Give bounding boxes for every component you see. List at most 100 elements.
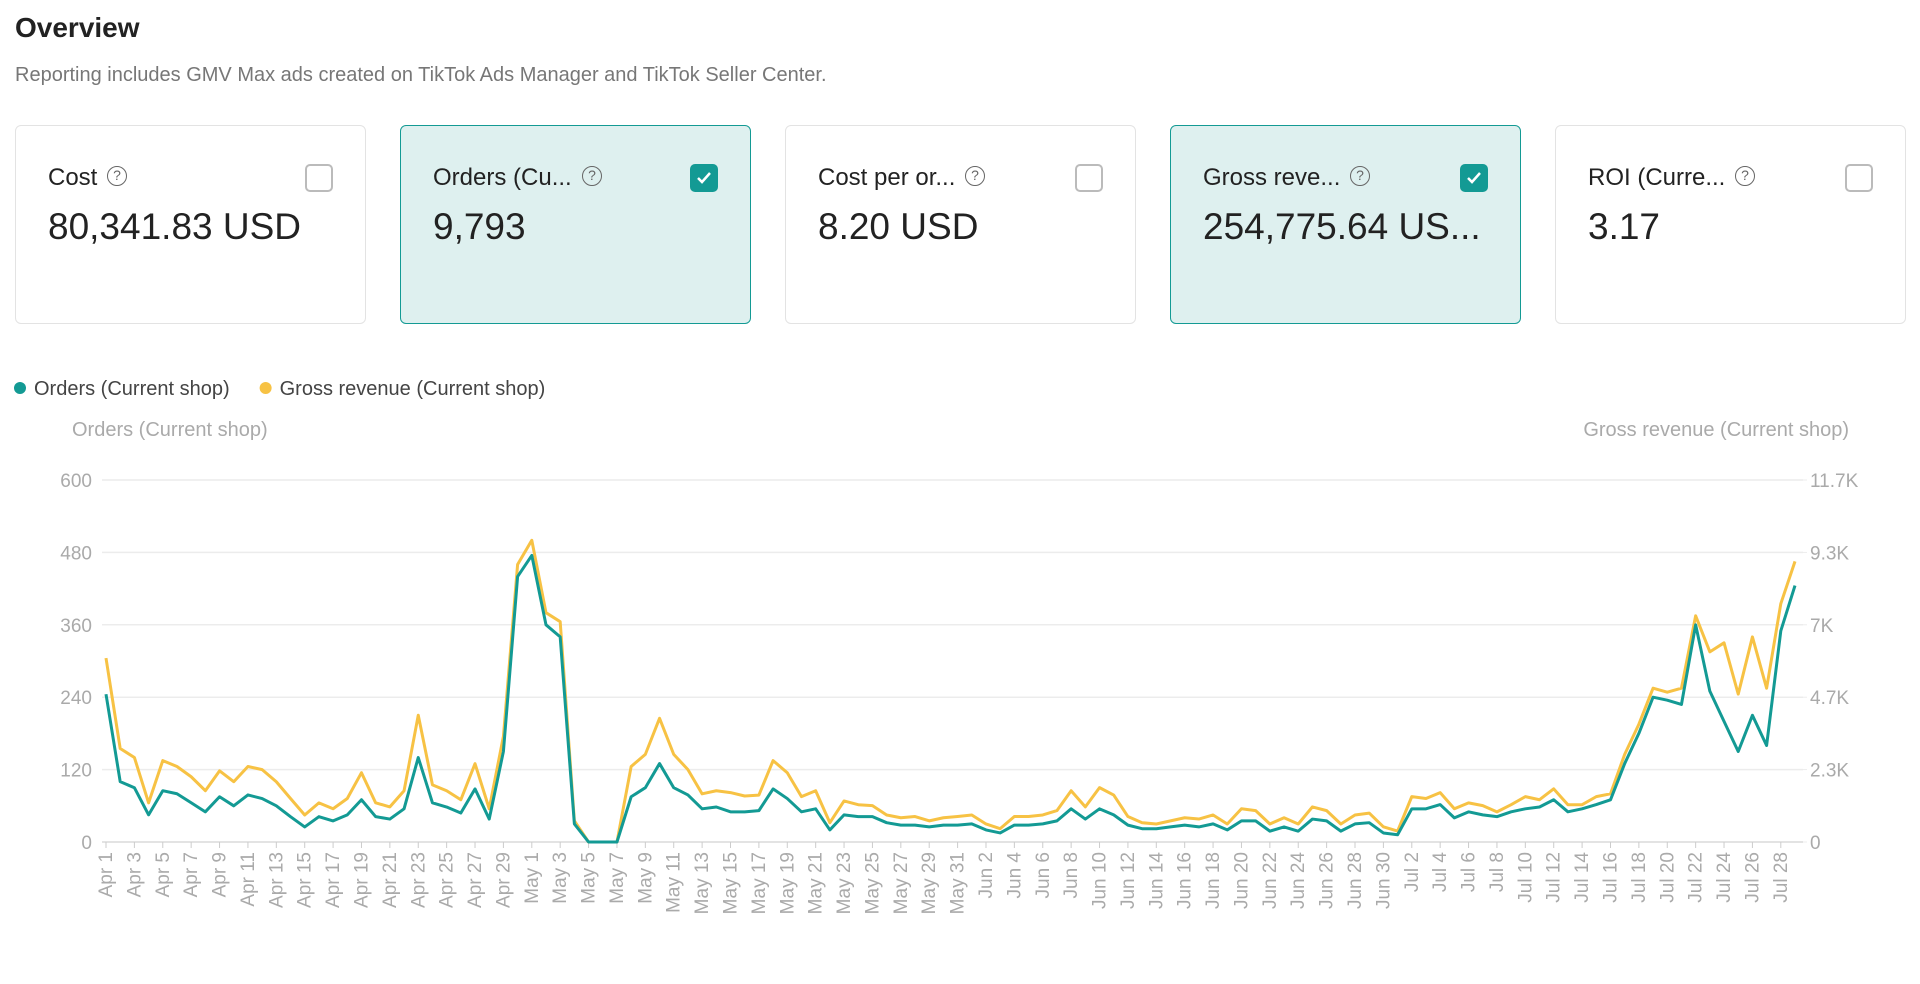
x-tick-label: Jul 10 [1515, 852, 1536, 903]
x-tick-label: Jul 12 [1544, 852, 1565, 903]
page-title: Overview [15, 12, 140, 43]
x-tick-label: Jun 6 [1033, 852, 1054, 898]
x-tick-label: Jul 18 [1629, 852, 1650, 903]
y2-tick-label: 0 [1810, 833, 1821, 854]
checkbox[interactable] [305, 164, 333, 192]
metric-card[interactable]: Orders (Cu...? 9,793 [400, 125, 751, 324]
metric-value: 254,775.64 US... [1203, 206, 1481, 247]
x-tick-label: Jul 2 [1402, 852, 1423, 892]
help-icon: ? [1735, 166, 1755, 186]
x-tick-label: May 17 [749, 852, 770, 914]
legend-dot [14, 382, 26, 394]
x-tick-label: May 7 [607, 852, 628, 904]
x-tick-label: Jul 22 [1686, 852, 1707, 903]
legend-label: Gross revenue (Current shop) [280, 378, 546, 400]
help-icon: ? [107, 166, 127, 186]
x-tick-label: May 21 [806, 852, 827, 914]
x-tick-label: Apr 7 [181, 852, 202, 897]
x-tick-label: Apr 27 [465, 852, 486, 908]
x-tick-label: May 1 [522, 852, 543, 904]
x-tick-label: Apr 13 [266, 852, 287, 908]
y2-tick-label: 7K [1810, 616, 1834, 637]
metric-label: Cost per or... [818, 164, 956, 191]
metric-card[interactable]: ROI (Curre...? 3.17 [1555, 125, 1906, 324]
page-subtitle: Reporting includes GMV Max ads created o… [15, 64, 827, 86]
x-tick-label: May 15 [721, 852, 742, 914]
metric-card[interactable]: Cost? 80,341.83 USD [15, 125, 366, 324]
y2-tick-label: 2.3K [1810, 761, 1849, 782]
checkbox[interactable] [1460, 164, 1488, 192]
x-tick-label: Apr 29 [493, 852, 514, 908]
y-tick-label: 240 [60, 688, 92, 709]
metric-label: Cost [48, 164, 98, 191]
y-tick-label: 0 [81, 833, 92, 854]
metric-card[interactable]: Gross reve...? 254,775.64 US... [1170, 125, 1521, 324]
x-tick-label: Apr 1 [96, 852, 117, 897]
series-line [104, 553, 1797, 844]
x-tick-label: May 5 [579, 852, 600, 904]
x-tick-label: Jun 26 [1317, 852, 1338, 909]
x-tick-label: Apr 21 [380, 852, 401, 908]
y2-tick-label: 4.7K [1810, 688, 1849, 709]
x-tick-label: Jun 22 [1260, 852, 1281, 909]
x-tick-label: Jul 6 [1459, 852, 1480, 892]
x-tick-label: Jun 20 [1231, 852, 1252, 909]
y-tick-label: 480 [60, 543, 92, 564]
metric-label: Orders (Cu... [433, 164, 572, 191]
x-tick-label: Jul 8 [1487, 852, 1508, 892]
x-tick-label: Jul 20 [1657, 852, 1678, 903]
x-tick-label: Jun 28 [1345, 852, 1366, 909]
help-icon: ? [1350, 166, 1370, 186]
help-icon: ? [582, 166, 602, 186]
x-tick-label: Jun 24 [1288, 852, 1309, 909]
x-tick-label: Jul 24 [1714, 852, 1735, 903]
y2-tick-label: 9.3K [1810, 543, 1849, 564]
x-tick-label: Jul 16 [1600, 852, 1621, 903]
x-tick-label: Jun 4 [1004, 852, 1025, 899]
x-tick-label: Jun 18 [1203, 852, 1224, 909]
x-tick-label: Apr 3 [124, 852, 145, 897]
checkbox[interactable] [690, 164, 718, 192]
metric-value: 3.17 [1588, 206, 1661, 247]
x-tick-label: May 27 [891, 852, 912, 914]
series-line [104, 538, 1797, 844]
x-tick-label: Jul 26 [1742, 852, 1763, 903]
x-tick-label: Apr 15 [295, 852, 316, 908]
metric-card[interactable]: Cost per or...? 8.20 USD [785, 125, 1136, 324]
x-tick-label: Apr 9 [210, 852, 231, 897]
x-tick-label: Jun 16 [1175, 852, 1196, 909]
metric-value: 80,341.83 USD [48, 206, 302, 247]
y2-tick-label: 11.7K [1810, 471, 1859, 492]
y2-axis-title: Gross revenue (Current shop) [1583, 419, 1849, 441]
x-tick-label: May 3 [550, 852, 571, 904]
x-tick-label: Apr 17 [323, 852, 344, 908]
x-tick-label: Jun 8 [1061, 852, 1082, 898]
checkbox[interactable] [1075, 164, 1103, 192]
x-tick-label: Jun 10 [1090, 852, 1111, 909]
x-tick-label: May 11 [664, 852, 685, 913]
x-tick-label: Jun 30 [1373, 852, 1394, 909]
x-tick-label: Jul 28 [1771, 852, 1792, 903]
y-tick-label: 360 [60, 616, 92, 637]
help-icon: ? [965, 166, 985, 186]
x-tick-label: Jun 14 [1146, 852, 1167, 909]
x-tick-label: May 29 [919, 852, 940, 914]
x-tick-label: Jul 14 [1572, 852, 1593, 903]
x-tick-label: May 19 [777, 852, 798, 914]
y-tick-label: 600 [60, 471, 92, 492]
y-tick-label: 120 [60, 761, 92, 782]
x-tick-label: Jun 2 [976, 852, 997, 898]
legend-dot [259, 382, 272, 394]
x-tick-label: Apr 11 [238, 852, 259, 907]
metric-value: 9,793 [433, 206, 526, 247]
x-tick-label: Apr 5 [153, 852, 174, 897]
x-tick-label: May 13 [692, 852, 713, 914]
checkbox[interactable] [1845, 164, 1873, 192]
x-tick-label: May 25 [862, 852, 883, 914]
x-tick-label: May 23 [834, 852, 855, 914]
x-tick-label: Apr 19 [351, 852, 372, 908]
metric-label: ROI (Curre... [1588, 164, 1726, 191]
x-tick-label: Apr 23 [408, 852, 429, 908]
x-tick-label: Apr 25 [437, 852, 458, 908]
